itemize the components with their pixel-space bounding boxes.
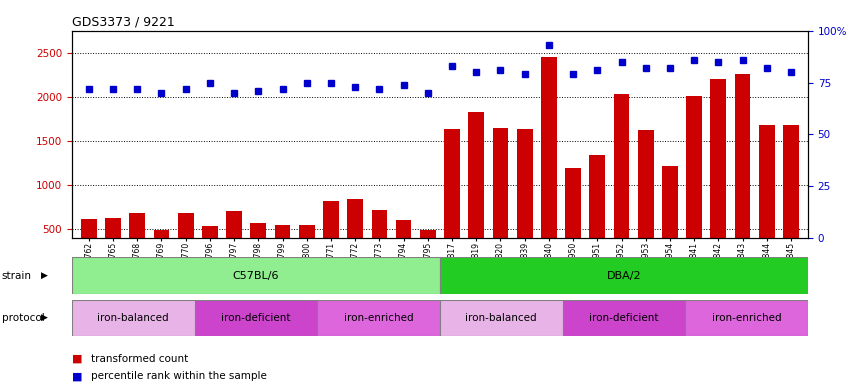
Bar — [81, 218, 96, 273]
Text: iron-enriched: iron-enriched — [343, 313, 414, 323]
Bar — [299, 225, 315, 273]
Bar — [129, 214, 146, 273]
Bar — [371, 210, 387, 273]
Bar — [440, 300, 563, 336]
Bar — [565, 168, 581, 273]
Bar — [469, 112, 484, 273]
Bar — [202, 226, 217, 273]
Bar — [317, 300, 440, 336]
Bar — [541, 57, 557, 273]
Bar — [72, 257, 440, 294]
Text: iron-enriched: iron-enriched — [711, 313, 782, 323]
Text: iron-deficient: iron-deficient — [221, 313, 291, 323]
Bar — [178, 214, 194, 273]
Text: percentile rank within the sample: percentile rank within the sample — [91, 371, 266, 381]
Text: iron-deficient: iron-deficient — [589, 313, 659, 323]
Text: iron-balanced: iron-balanced — [465, 313, 537, 323]
Bar — [734, 74, 750, 273]
Bar — [613, 94, 629, 273]
Bar — [195, 300, 317, 336]
Bar — [711, 79, 726, 273]
Bar — [563, 300, 685, 336]
Text: transformed count: transformed count — [91, 354, 188, 364]
Text: strain: strain — [2, 270, 31, 281]
Bar — [686, 96, 702, 273]
Bar — [444, 129, 460, 273]
Bar — [590, 155, 605, 273]
Bar — [396, 220, 411, 273]
Text: iron-balanced: iron-balanced — [97, 313, 169, 323]
Bar — [226, 211, 242, 273]
Text: ■: ■ — [72, 354, 82, 364]
Bar — [662, 166, 678, 273]
Bar — [492, 128, 508, 273]
Bar — [759, 125, 775, 273]
Bar — [638, 131, 654, 273]
Text: ■: ■ — [72, 371, 82, 381]
Text: ▶: ▶ — [41, 271, 47, 280]
Bar — [517, 129, 532, 273]
Text: ▶: ▶ — [41, 313, 47, 322]
Text: DBA/2: DBA/2 — [607, 270, 641, 281]
Bar — [348, 199, 363, 273]
Bar — [105, 218, 121, 273]
Bar — [685, 300, 808, 336]
Bar — [783, 125, 799, 273]
Bar — [154, 230, 169, 273]
Bar — [420, 230, 436, 273]
Text: C57BL/6: C57BL/6 — [233, 270, 279, 281]
Bar — [250, 223, 266, 273]
Bar — [323, 201, 339, 273]
Text: protocol: protocol — [2, 313, 45, 323]
Text: GDS3373 / 9221: GDS3373 / 9221 — [72, 15, 174, 28]
Bar — [72, 300, 195, 336]
Bar — [275, 225, 290, 273]
Bar — [440, 257, 808, 294]
